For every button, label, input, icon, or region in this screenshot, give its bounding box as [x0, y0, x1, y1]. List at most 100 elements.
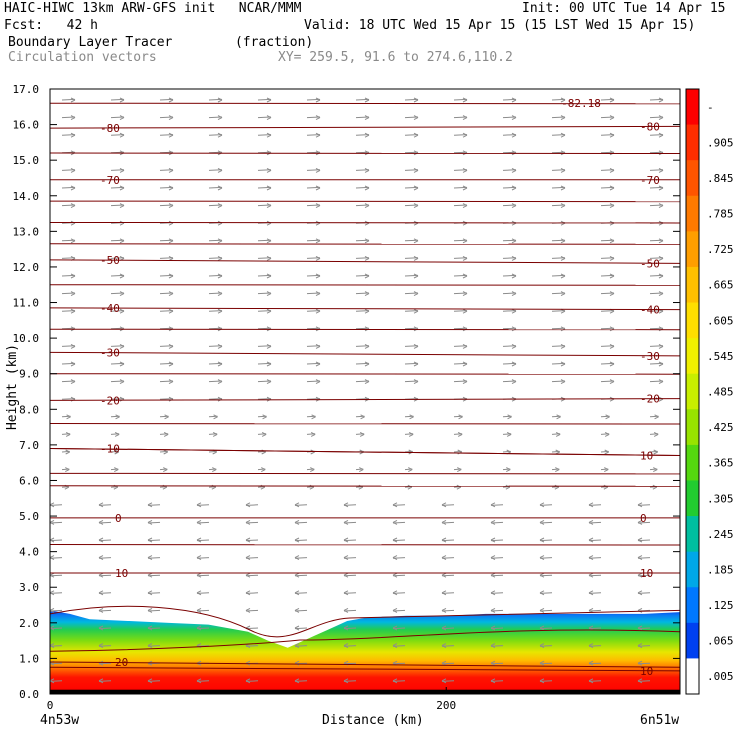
wind-vector-head: [364, 203, 370, 209]
isotherm-line: [49, 666, 681, 672]
wind-vector-head: [147, 519, 153, 525]
wind-vector: [159, 291, 174, 297]
wind-vector-shaft: [257, 362, 272, 365]
wind-vector: [306, 467, 315, 473]
wind-vector-head: [196, 502, 202, 508]
wind-vector-shaft: [502, 151, 517, 154]
wind-vector-head: [457, 431, 463, 437]
wind-vector: [490, 555, 504, 561]
wind-vector: [392, 519, 406, 525]
wind-vector-shaft: [257, 310, 272, 312]
wind-vector-head: [147, 537, 153, 543]
wind-vector-head: [196, 555, 202, 561]
wind-vector-shaft: [355, 151, 370, 154]
wind-vector: [61, 203, 76, 209]
y-axis-title: Height (km): [5, 343, 21, 431]
y-tick-label: 12.0: [13, 261, 40, 274]
wind-vector: [306, 379, 321, 385]
wind-vector-shaft: [257, 398, 272, 400]
plot-frame: [49, 88, 681, 695]
wind-vector-head: [266, 379, 272, 385]
wind-vector-head: [409, 414, 414, 420]
wind-vector-head: [556, 414, 561, 420]
wind-vector: [539, 643, 553, 649]
right-endpoint-label: 6n51w: [640, 713, 680, 728]
wind-vector-shaft: [110, 310, 125, 312]
wind-vector-shaft: [453, 169, 468, 171]
wind-vector-head: [539, 607, 545, 613]
wind-vector: [404, 97, 419, 103]
wind-vector: [159, 238, 174, 244]
wind-vector-shaft: [159, 98, 174, 101]
wind-vector: [649, 414, 659, 420]
wind-vector-head: [490, 678, 496, 684]
wind-vector-shaft: [306, 134, 321, 136]
wind-vector-shaft: [453, 151, 468, 154]
wind-vector-head: [70, 115, 76, 121]
wind-vector-head: [294, 678, 300, 684]
wind-vector-shaft: [61, 327, 76, 330]
wind-vector: [453, 414, 463, 420]
wind-vector-head: [413, 185, 419, 191]
wind-vector-shaft: [404, 116, 419, 119]
wind-vector-head: [168, 238, 174, 244]
wind-vector-head: [196, 678, 202, 684]
wind-vector: [502, 255, 517, 261]
wind-vector: [649, 343, 664, 349]
wind-vector: [441, 502, 455, 508]
wind-vector-head: [119, 291, 125, 297]
wind-vector: [61, 167, 76, 173]
wind-vector: [355, 115, 370, 121]
wind-vector-shaft: [355, 204, 370, 207]
isotherm-label: -80: [640, 120, 660, 133]
wind-vector: [502, 150, 517, 156]
wind-vector-shaft: [110, 274, 125, 277]
wind-vector-head: [441, 590, 447, 596]
colorbar: - .905 .845 .785 .725 .665 .605 .545 .485 .425 .36…: [685, 88, 734, 695]
wind-vector-head: [50, 519, 55, 525]
wind-vector: [453, 379, 468, 385]
wind-vector: [355, 308, 370, 314]
wind-vector-shaft: [551, 204, 566, 207]
wind-vector: [257, 326, 272, 332]
wind-vector: [404, 255, 419, 261]
wind-vector-head: [168, 132, 174, 138]
wind-vector: [245, 572, 259, 578]
wind-vector-head: [560, 379, 566, 385]
wind-vector-shaft: [649, 380, 664, 383]
colorbar-label: .605: [707, 314, 734, 327]
wind-vector-head: [441, 625, 447, 631]
wind-vector-head: [315, 115, 321, 121]
wind-vector-head: [315, 203, 321, 209]
colorbar-label: .005: [707, 670, 734, 683]
wind-vector-shaft: [61, 116, 76, 119]
wind-vector-shaft: [600, 274, 615, 277]
isotherm-line: [49, 661, 681, 668]
wind-vector: [208, 467, 217, 473]
wind-vector: [159, 361, 174, 367]
isotherm-label: -20: [640, 393, 660, 406]
wind-vector: [600, 361, 615, 367]
wind-vector-shaft: [306, 169, 321, 171]
wind-vector-shaft: [208, 257, 223, 259]
colorbar-swatch: [686, 195, 699, 232]
wind-vector-head: [343, 678, 349, 684]
wind-vector-head: [560, 238, 566, 244]
isotherm-line: [49, 259, 681, 264]
wind-vector-head: [441, 643, 447, 649]
wind-vector-head: [392, 502, 398, 508]
wind-vector: [355, 379, 370, 385]
wind-vector: [343, 537, 357, 543]
isotherm-line: [49, 152, 681, 155]
isotherm-line: [49, 243, 681, 245]
wind-vector-head: [119, 97, 125, 103]
wind-vector-head: [539, 625, 545, 631]
wind-vector-head: [490, 519, 496, 525]
wind-vector-head: [196, 572, 202, 578]
wind-vector-head: [294, 590, 300, 596]
colorbar-swatch: [686, 124, 699, 161]
wind-vector: [490, 607, 504, 613]
colorbar-label: .245: [707, 528, 734, 541]
wind-vector-head: [364, 238, 370, 244]
wind-vector: [343, 678, 357, 684]
